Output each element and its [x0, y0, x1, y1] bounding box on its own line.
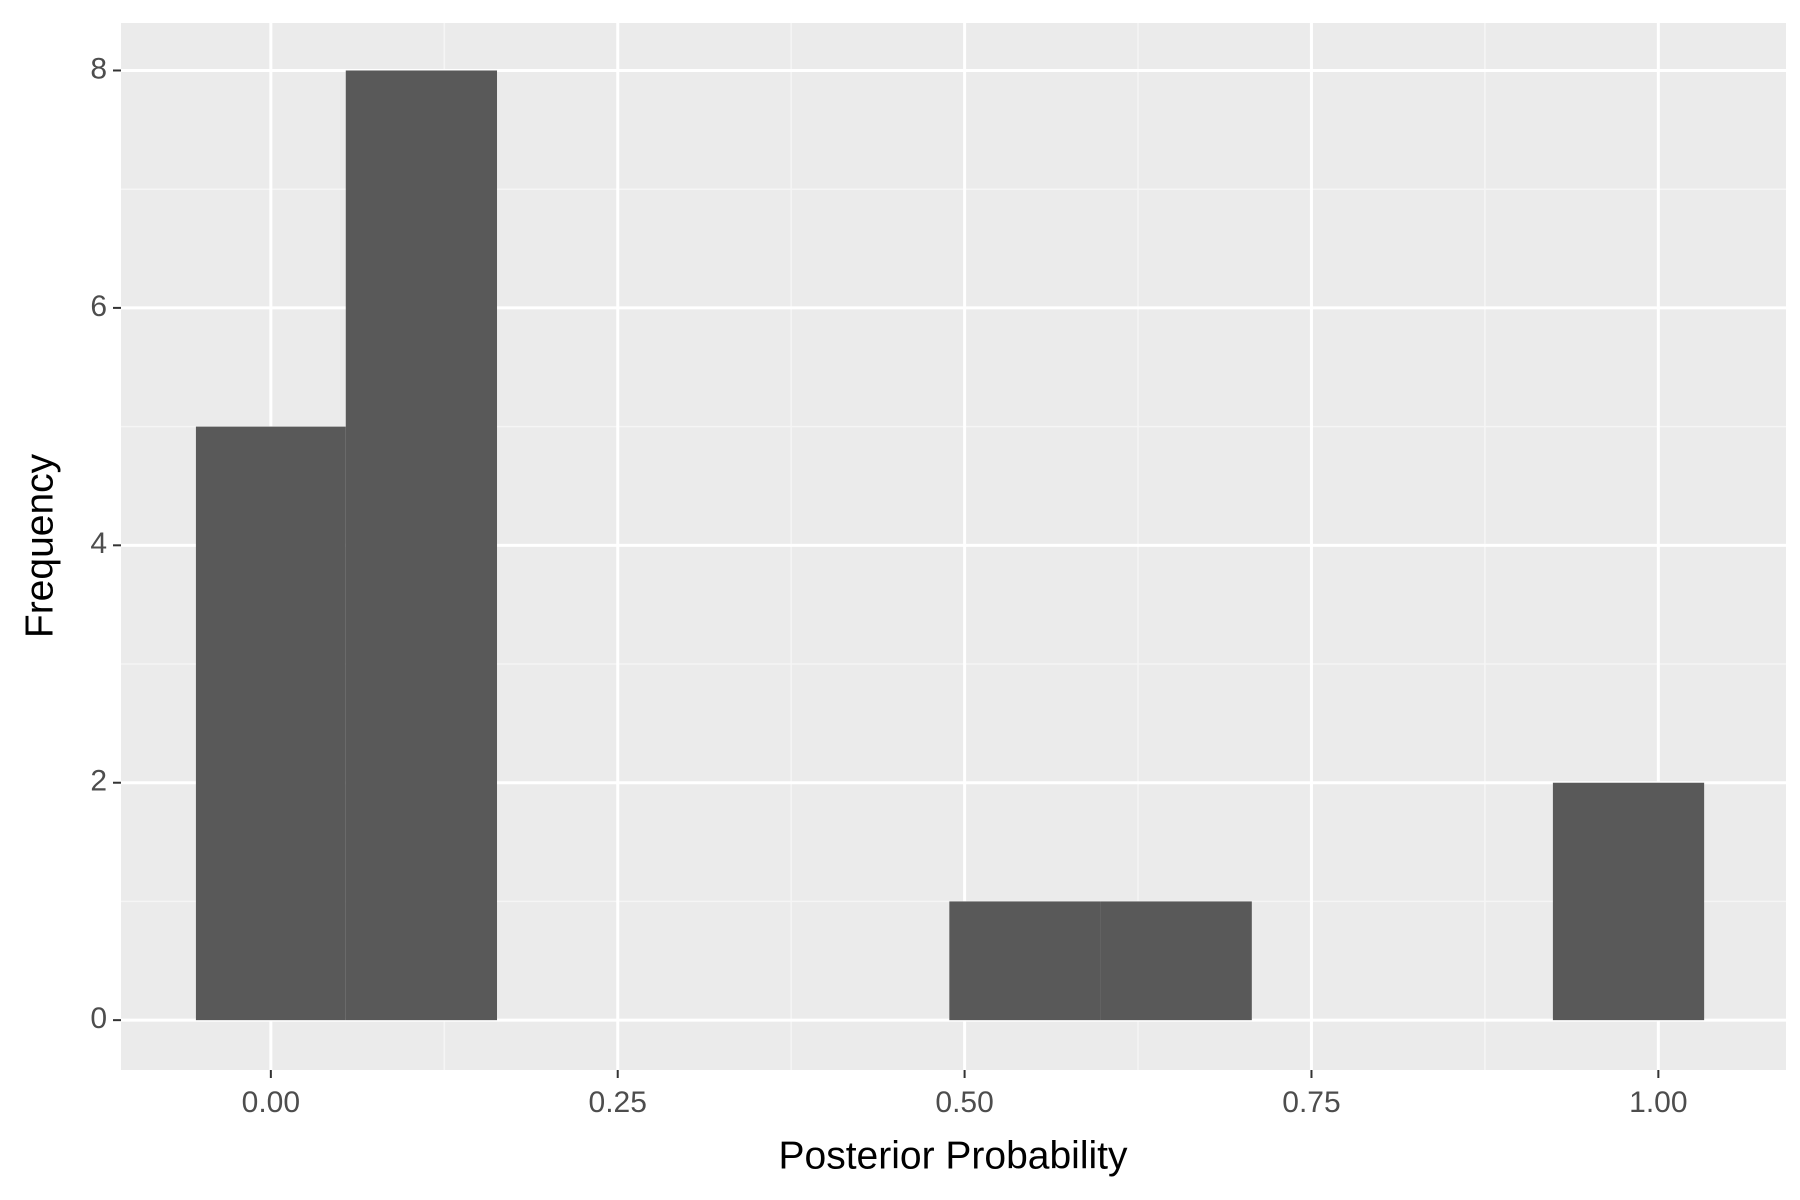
bar	[195, 426, 346, 1021]
bar	[949, 901, 1101, 1021]
y-tick-label: 6	[90, 290, 107, 323]
y-tick-label: 2	[90, 765, 107, 798]
bar	[345, 70, 498, 1021]
bar	[1552, 782, 1705, 1021]
x-axis-title: Posterior Probability	[779, 1134, 1128, 1177]
y-tick-label: 0	[90, 1002, 107, 1035]
x-tick-label: 0.75	[1282, 1086, 1340, 1119]
y-tick-label: 8	[90, 52, 107, 85]
x-tick-label: 1.00	[1629, 1086, 1687, 1119]
y-axis-title: Frequency	[18, 453, 61, 638]
x-tick-label: 0.25	[589, 1086, 647, 1119]
bar	[1100, 901, 1252, 1021]
x-tick-label: 0.50	[935, 1086, 993, 1119]
x-tick-label: 0.00	[242, 1086, 300, 1119]
y-tick-label: 4	[90, 527, 107, 560]
